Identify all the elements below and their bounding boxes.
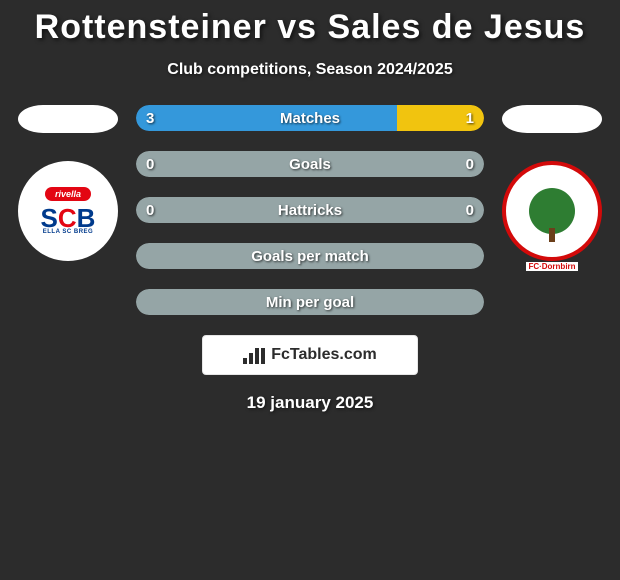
brand-badge: FcTables.com bbox=[202, 335, 418, 375]
right-crest-inner bbox=[514, 173, 590, 249]
bar-value-left: 3 bbox=[146, 110, 154, 127]
bar-label: Min per goal bbox=[266, 294, 354, 311]
comparison-panel: SCB ELLA SC BREG 3 1 Matches 0 0 Goals 0 0 Hattr… bbox=[0, 105, 620, 315]
right-team-crest: FC·Dornbirn bbox=[502, 161, 602, 261]
bar-label: Matches bbox=[280, 110, 340, 127]
bar-value-left: 0 bbox=[146, 202, 154, 219]
bar-chart-icon bbox=[243, 346, 265, 364]
subtitle: Club competitions, Season 2024/2025 bbox=[0, 61, 620, 79]
left-crest-text: SCB bbox=[41, 205, 96, 231]
left-flag-placeholder bbox=[18, 105, 118, 133]
left-team-column: SCB ELLA SC BREG bbox=[8, 105, 128, 315]
stat-bar: 0 0 Goals bbox=[136, 151, 484, 177]
tree-icon bbox=[529, 188, 575, 234]
left-team-crest: SCB ELLA SC BREG bbox=[18, 161, 118, 261]
stat-bars: 3 1 Matches 0 0 Goals 0 0 Hattricks Goals per mat… bbox=[128, 105, 492, 315]
page-title: Rottensteiner vs Sales de Jesus bbox=[0, 0, 620, 47]
right-team-column: FC·Dornbirn bbox=[492, 105, 612, 315]
stat-bar: 3 1 Matches bbox=[136, 105, 484, 131]
bar-label: Hattricks bbox=[278, 202, 342, 219]
bar-label: Goals per match bbox=[251, 248, 369, 265]
bar-value-right: 0 bbox=[466, 156, 474, 173]
bar-fill-left bbox=[136, 105, 397, 131]
brand-text: FcTables.com bbox=[271, 346, 377, 364]
bar-value-right: 0 bbox=[466, 202, 474, 219]
stat-bar: Goals per match bbox=[136, 243, 484, 269]
bar-label: Goals bbox=[289, 156, 331, 173]
footer-date: 19 january 2025 bbox=[0, 393, 620, 413]
bar-value-left: 0 bbox=[146, 156, 154, 173]
left-crest-subtext: ELLA SC BREG bbox=[43, 229, 93, 235]
stat-bar: Min per goal bbox=[136, 289, 484, 315]
right-flag-placeholder bbox=[502, 105, 602, 133]
right-crest-label: FC·Dornbirn bbox=[526, 262, 577, 271]
stat-bar: 0 0 Hattricks bbox=[136, 197, 484, 223]
bar-value-right: 1 bbox=[466, 110, 474, 127]
